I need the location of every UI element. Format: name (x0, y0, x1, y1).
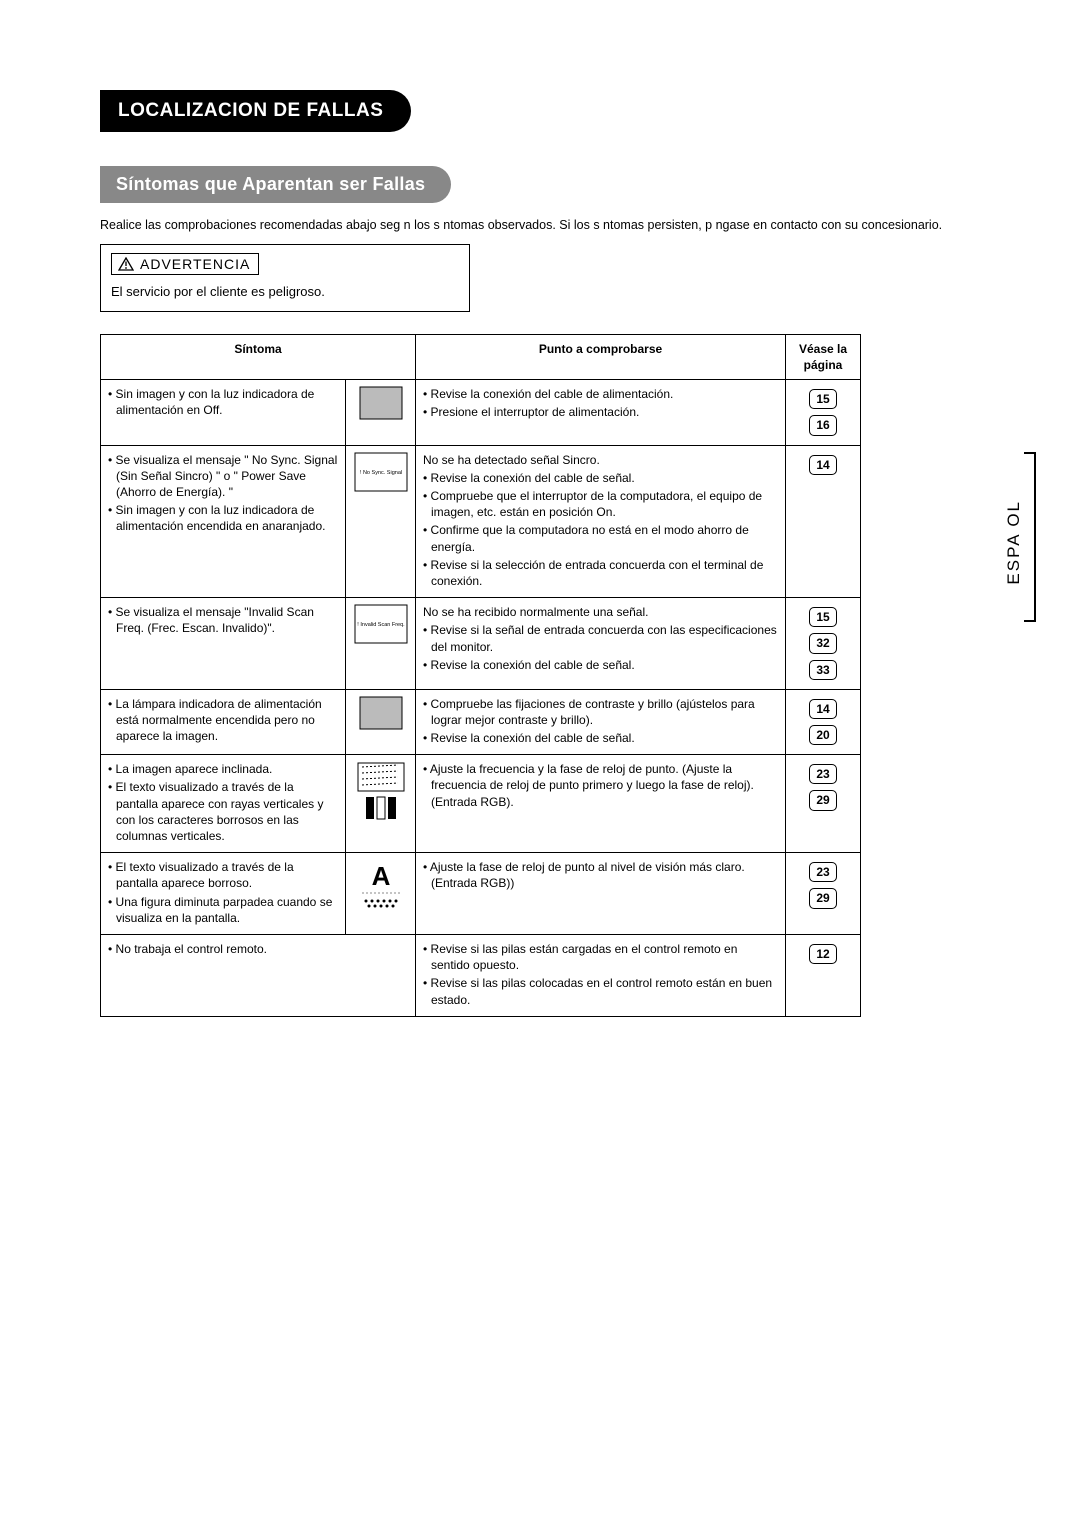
language-tab: ESPA OL (1004, 500, 1024, 585)
table-header-row: Síntoma Punto a comprobarse Véase la pág… (101, 334, 861, 379)
check-item: Revise si la señal de entrada concuerda … (423, 622, 778, 654)
check-intro: No se ha recibido normalmente una señal. (423, 604, 778, 620)
symptom-cell: La lámpara indicadora de alimentación es… (101, 689, 346, 755)
page-ref-badge: 32 (809, 633, 837, 653)
check-cell: Ajuste la frecuencia y la fase de reloj … (416, 755, 786, 853)
message-screen-icon: ! No Sync. Signal (354, 452, 408, 492)
blank-screen-icon (359, 696, 403, 730)
symptom-item: Se visualiza el mensaje " No Sync. Signa… (108, 452, 338, 501)
symptom-item: Una figura diminuta parpadea cuando se v… (108, 894, 338, 926)
table-row: Sin imagen y con la luz indicadora de al… (101, 380, 861, 445)
page-ref-badge: 15 (809, 607, 837, 627)
section-title-black: LOCALIZACION DE FALLAS (100, 90, 411, 132)
check-cell: Revise si las pilas están cargadas en el… (416, 934, 786, 1016)
page-cell: 1420 (786, 689, 861, 755)
symptom-item: La imagen aparece inclinada. (108, 761, 338, 777)
symptom-item: Sin imagen y con la luz indicadora de al… (108, 386, 338, 418)
icon-cell: ! Invalid Scan Freq. (346, 598, 416, 690)
table-row: La imagen aparece inclinada. El texto vis… (101, 755, 861, 853)
blank-screen-icon (359, 386, 403, 420)
check-intro: No se ha detectado señal Sincro. (423, 452, 778, 468)
check-item: Confirme que la computadora no está en e… (423, 522, 778, 554)
check-cell: No se ha recibido normalmente una señal.… (416, 598, 786, 690)
page-ref-badge: 15 (809, 389, 837, 409)
page-ref-badge: 14 (809, 699, 837, 719)
check-item: Ajuste la fase de reloj de punto al nive… (423, 859, 778, 891)
symptom-item: No trabaja el control remoto. (108, 941, 408, 957)
page-cell: 12 (786, 934, 861, 1016)
table-row: El texto visualizado a través de la pant… (101, 853, 861, 935)
check-item: Revise la conexión del cable de señal. (423, 470, 778, 486)
check-item: Revise si la selección de entrada concue… (423, 557, 778, 589)
symptom-cell: Sin imagen y con la luz indicadora de al… (101, 380, 346, 445)
check-item: Revise la conexión del cable de alimenta… (423, 386, 778, 402)
table-row: Se visualiza el mensaje "Invalid Scan Fr… (101, 598, 861, 690)
page-ref-badge: 29 (809, 790, 837, 810)
th-symptom: Síntoma (101, 334, 416, 379)
warning-box: ADVERTENCIA El servicio por el cliente e… (100, 244, 470, 312)
page-ref-badge: 23 (809, 862, 837, 882)
intro-paragraph: Realice las comprobaciones recomendadas … (100, 217, 980, 234)
check-item: Ajuste la frecuencia y la fase de reloj … (423, 761, 778, 810)
section-title-gray: Síntomas que Aparentan ser Fallas (100, 166, 451, 203)
symptom-cell: No trabaja el control remoto. (101, 934, 416, 1016)
check-item: Compruebe que el interruptor de la compu… (423, 488, 778, 520)
icon-cell (346, 755, 416, 853)
table-row: La lámpara indicadora de alimentación es… (101, 689, 861, 755)
check-item: Presione el interruptor de alimentación. (423, 404, 778, 420)
symptom-cell: La imagen aparece inclinada. El texto vis… (101, 755, 346, 853)
symptom-item: Se visualiza el mensaje "Invalid Scan Fr… (108, 604, 338, 636)
page-cell: 1516 (786, 380, 861, 445)
warning-icon (118, 257, 134, 271)
warning-label: ADVERTENCIA (111, 253, 259, 275)
table-row: Se visualiza el mensaje " No Sync. Signa… (101, 445, 861, 598)
icon-cell (346, 380, 416, 445)
page-root: LOCALIZACION DE FALLAS Síntomas que Apar… (0, 0, 1080, 1528)
check-cell: Ajuste la fase de reloj de punto al nive… (416, 853, 786, 935)
page-ref-badge: 29 (809, 888, 837, 908)
th-check: Punto a comprobarse (416, 334, 786, 379)
icon-cell: ! No Sync. Signal (346, 445, 416, 598)
warning-text: El servicio por el cliente es peligroso. (111, 284, 457, 299)
page-ref-badge: 16 (809, 415, 837, 435)
tilted-bars-icon (354, 761, 408, 823)
symptom-item: La lámpara indicadora de alimentación es… (108, 696, 338, 745)
check-item: Revise si las pilas colocadas en el cont… (423, 975, 778, 1007)
svg-text:! Invalid Scan Freq.: ! Invalid Scan Freq. (357, 622, 405, 628)
check-cell: Revise la conexión del cable de alimenta… (416, 380, 786, 445)
troubleshooting-table: Síntoma Punto a comprobarse Véase la pág… (100, 334, 861, 1017)
symptom-cell: Se visualiza el mensaje "Invalid Scan Fr… (101, 598, 346, 690)
symptom-item: El texto visualizado a través de la pant… (108, 779, 338, 844)
page-cell: 2329 (786, 853, 861, 935)
page-cell: 14 (786, 445, 861, 598)
check-item: Revise si las pilas están cargadas en el… (423, 941, 778, 973)
page-cell: 2329 (786, 755, 861, 853)
svg-text:A: A (371, 861, 390, 891)
page-ref-badge: 14 (809, 455, 837, 475)
icon-cell: A (346, 853, 416, 935)
symptom-item: El texto visualizado a través de la pant… (108, 859, 338, 891)
th-page: Véase la página (786, 334, 861, 379)
side-tab-line (1024, 452, 1036, 622)
check-cell: No se ha detectado señal Sincro. Revise l… (416, 445, 786, 598)
page-ref-badge: 12 (809, 944, 837, 964)
symptom-cell: El texto visualizado a través de la pant… (101, 853, 346, 935)
symptom-cell: Se visualiza el mensaje " No Sync. Signa… (101, 445, 346, 598)
blurry-a-icon: A (356, 859, 406, 915)
message-screen-icon: ! Invalid Scan Freq. (354, 604, 408, 644)
check-cell: Compruebe las fijaciones de contraste y … (416, 689, 786, 755)
warning-label-text: ADVERTENCIA (140, 256, 250, 272)
check-item: Revise la conexión del cable de señal. (423, 730, 778, 746)
table-row: No trabaja el control remoto. Revise si l… (101, 934, 861, 1016)
icon-cell (346, 689, 416, 755)
check-item: Revise la conexión del cable de señal. (423, 657, 778, 673)
page-ref-badge: 33 (809, 660, 837, 680)
page-cell: 15 32 33 (786, 598, 861, 690)
symptom-item: Sin imagen y con la luz indicadora de al… (108, 502, 338, 534)
check-item: Compruebe las fijaciones de contraste y … (423, 696, 778, 728)
page-ref-badge: 23 (809, 764, 837, 784)
table-body: Sin imagen y con la luz indicadora de al… (101, 380, 861, 1016)
page-ref-badge: 20 (809, 725, 837, 745)
svg-text:! No Sync. Signal: ! No Sync. Signal (359, 470, 401, 476)
